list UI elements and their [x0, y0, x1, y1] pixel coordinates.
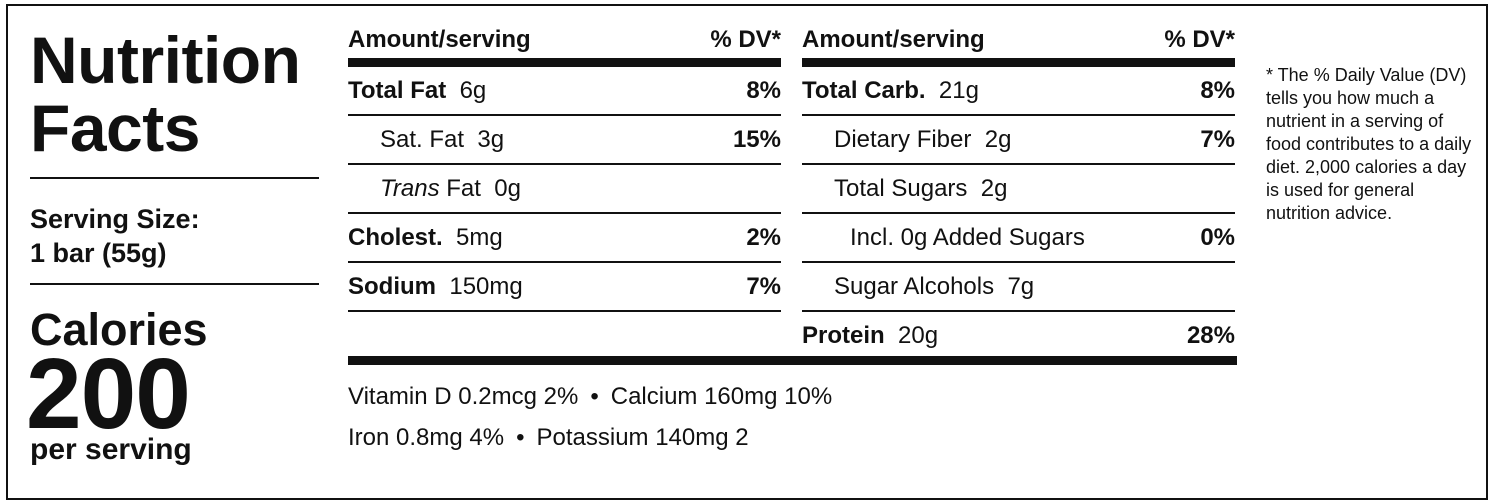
vitamins-line-2: Iron 0.8mg 4% • Potassium 140mg 2 — [348, 424, 749, 452]
table-header: Amount/serving % DV* — [802, 22, 1235, 58]
header-amount: Amount/serving — [348, 26, 531, 53]
serving-size-label: Serving Size: — [30, 204, 200, 234]
nutrient-amount: 3g — [477, 125, 505, 153]
title-line-2: Facts — [30, 91, 200, 165]
calories-value: 200 — [26, 338, 191, 450]
serving-size: Serving Size: 1 bar (55g) — [30, 202, 200, 270]
nutrition-facts-panel: Nutrition Facts Serving Size: 1 bar (55g… — [6, 4, 1488, 500]
bullet-separator: • — [516, 424, 525, 451]
vitamin-d: Vitamin D 0.2mcg 2% — [348, 383, 579, 410]
nutrient-row-sodium: Sodium 150mg 7% — [348, 263, 781, 312]
nutrient-name: Incl. 0g Added Sugars — [850, 223, 1085, 251]
nutrient-amount: 2g — [984, 125, 1012, 153]
nutrient-amount: 0g — [494, 174, 521, 202]
nutrient-amount: 6g — [459, 76, 487, 104]
nutrient-name: Fat — [446, 174, 481, 202]
header-amount: Amount/serving — [802, 26, 985, 53]
nutrient-amount: 20g — [898, 321, 939, 349]
nutrient-dv: 8% — [746, 76, 781, 104]
nutrient-row-cholesterol: Cholest. 5mg 2% — [348, 214, 781, 263]
nutrient-row-sugar-alcohols: Sugar Alcohols 7g — [802, 263, 1235, 312]
nutrient-dv: 2% — [746, 223, 781, 251]
nutrient-row-total-sugars: Total Sugars 2g — [802, 165, 1235, 214]
nutrient-dv: 7% — [1200, 125, 1235, 153]
nutrient-name: Cholest. — [348, 223, 443, 251]
nutrient-name-italic: Trans — [380, 174, 440, 202]
calcium: Calcium 160mg 10% — [610, 383, 833, 410]
nutrient-table-right: Amount/serving % DV* Total Carb. 21g 8% … — [802, 22, 1235, 359]
per-serving-label: per serving — [30, 433, 192, 466]
nutrient-name: Protein — [802, 321, 885, 349]
nutrient-dv: 7% — [746, 272, 781, 300]
daily-value-footnote: * The % Daily Value (DV) tells you how m… — [1266, 65, 1472, 223]
nutrient-dv: 8% — [1200, 76, 1235, 104]
nutrient-name: Sugar Alcohols — [834, 272, 995, 300]
nutrient-dv: 15% — [732, 125, 781, 153]
nutrient-amount: 150mg — [449, 272, 523, 300]
thick-divider — [802, 58, 1235, 67]
potassium: Potassium 140mg 2 — [536, 424, 749, 451]
nutrient-amount: 7g — [1007, 272, 1035, 300]
nutrient-name: Dietary Fiber — [834, 125, 972, 153]
calories-label: Calories — [30, 304, 208, 355]
nutrient-name: Sat. Fat — [380, 125, 465, 153]
nutrient-name: Total Sugars — [834, 174, 968, 202]
nutrient-name: Total Carb. — [802, 76, 926, 104]
divider — [30, 177, 319, 179]
nutrient-row-total-fat: Total Fat 6g 8% — [348, 67, 781, 116]
nutrient-row-trans-fat: Trans Fat 0g — [348, 165, 781, 214]
iron: Iron 0.8mg 4% — [348, 424, 505, 451]
nutrient-dv: 0% — [1200, 223, 1235, 251]
nutrient-dv: 28% — [1186, 321, 1235, 349]
nutrient-name: Sodium — [348, 272, 436, 300]
thick-divider — [348, 58, 781, 67]
nutrient-amount: 21g — [938, 76, 979, 104]
table-header: Amount/serving % DV* — [348, 22, 781, 58]
bullet-separator: • — [590, 383, 599, 410]
nutrient-amount: 2g — [980, 174, 1008, 202]
title-line-1: Nutrition — [30, 23, 301, 97]
header-dv: % DV* — [710, 26, 781, 53]
header-dv: % DV* — [1164, 26, 1235, 53]
nutrient-row-added-sugars: Incl. 0g Added Sugars 0% — [802, 214, 1235, 263]
divider — [30, 283, 319, 285]
nutrient-row-total-carb: Total Carb. 21g 8% — [802, 67, 1235, 116]
nutrient-row-sat-fat: Sat. Fat 3g 15% — [348, 116, 781, 165]
nutrient-amount: 5mg — [456, 223, 503, 251]
nutrition-facts-title: Nutrition Facts — [30, 23, 301, 165]
nutrient-row-dietary-fiber: Dietary Fiber 2g 7% — [802, 116, 1235, 165]
nutrient-row-protein: Protein 20g 28% — [802, 312, 1235, 359]
nutrient-table-left: Amount/serving % DV* Total Fat 6g 8% Sat… — [348, 22, 781, 312]
vitamins-line-1: Vitamin D 0.2mcg 2% • Calcium 160mg 10% — [348, 383, 832, 411]
serving-size-value: 1 bar (55g) — [30, 238, 167, 268]
thick-divider-bottom — [348, 356, 1237, 365]
nutrient-name: Total Fat — [348, 76, 447, 104]
